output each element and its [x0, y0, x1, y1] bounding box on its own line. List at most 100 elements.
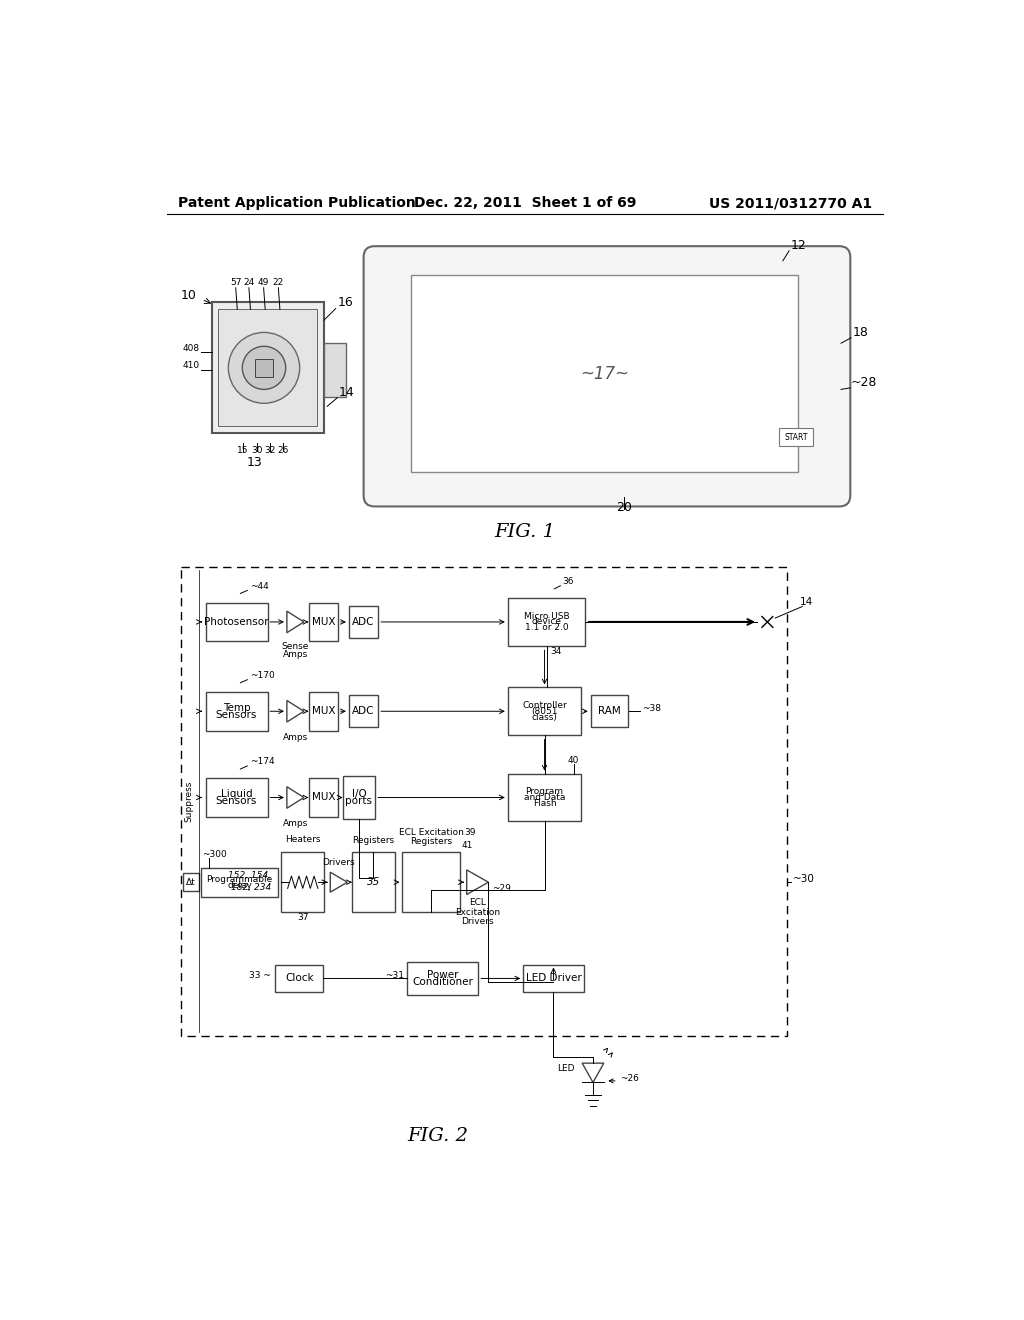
FancyBboxPatch shape: [343, 776, 375, 818]
Text: Drivers: Drivers: [461, 917, 494, 925]
Text: 37: 37: [297, 913, 308, 921]
Text: Drivers: Drivers: [323, 858, 355, 867]
Text: FIG. 1: FIG. 1: [495, 523, 555, 541]
Text: ~28: ~28: [851, 376, 878, 388]
Text: Sensors: Sensors: [216, 796, 257, 805]
FancyBboxPatch shape: [255, 359, 273, 378]
Text: 1.1 or 2.0: 1.1 or 2.0: [524, 623, 568, 632]
Text: Registers: Registers: [411, 837, 453, 846]
Text: 15: 15: [237, 446, 249, 455]
Text: 12: 12: [791, 239, 806, 252]
Text: 33 ~: 33 ~: [249, 972, 270, 981]
Text: ~30: ~30: [793, 874, 815, 884]
Text: 16: 16: [337, 296, 353, 309]
Text: 13: 13: [247, 457, 262, 470]
Text: device: device: [531, 618, 561, 627]
Text: 30: 30: [251, 446, 262, 455]
Text: Amps: Amps: [283, 818, 308, 828]
Text: Amps: Amps: [283, 733, 308, 742]
Text: US 2011/0312770 A1: US 2011/0312770 A1: [709, 197, 872, 210]
Text: Programmable: Programmable: [207, 875, 272, 884]
FancyBboxPatch shape: [206, 779, 267, 817]
Text: MUX: MUX: [311, 792, 335, 803]
Text: 14: 14: [800, 597, 813, 607]
Text: RAM: RAM: [598, 706, 621, 717]
Text: Dec. 22, 2011  Sheet 1 of 69: Dec. 22, 2011 Sheet 1 of 69: [414, 197, 636, 210]
FancyBboxPatch shape: [779, 428, 813, 446]
Text: LED Driver: LED Driver: [525, 973, 582, 983]
FancyBboxPatch shape: [352, 853, 394, 912]
Text: ~170: ~170: [251, 671, 275, 680]
Text: ~29: ~29: [493, 884, 511, 894]
Text: ~31: ~31: [385, 972, 403, 981]
Text: class): class): [531, 713, 557, 722]
Polygon shape: [331, 873, 347, 892]
Circle shape: [243, 346, 286, 389]
Text: 20: 20: [616, 502, 632, 513]
Text: 49: 49: [258, 279, 269, 288]
Text: 24: 24: [244, 279, 255, 288]
Text: 39: 39: [464, 828, 476, 837]
Text: Excitation: Excitation: [455, 908, 500, 916]
Text: 35: 35: [367, 878, 380, 887]
Text: 182, 234: 182, 234: [231, 883, 271, 892]
Text: 40: 40: [568, 756, 580, 764]
Text: and Data: and Data: [524, 793, 565, 803]
FancyBboxPatch shape: [407, 961, 478, 995]
Polygon shape: [287, 611, 304, 632]
FancyBboxPatch shape: [364, 246, 850, 507]
Text: ~38: ~38: [642, 705, 660, 713]
Text: Registers: Registers: [352, 836, 394, 845]
Text: MUX: MUX: [311, 616, 335, 627]
Text: 57: 57: [230, 279, 242, 288]
Text: 18: 18: [853, 326, 868, 338]
FancyBboxPatch shape: [275, 965, 324, 993]
Text: Program: Program: [525, 787, 563, 796]
Text: Sense: Sense: [282, 642, 309, 651]
Text: 36: 36: [562, 577, 573, 586]
FancyBboxPatch shape: [591, 696, 628, 727]
FancyBboxPatch shape: [201, 867, 279, 896]
Text: ADC: ADC: [352, 706, 375, 717]
Polygon shape: [467, 870, 488, 895]
Text: Temp: Temp: [222, 704, 250, 713]
Text: 26: 26: [278, 446, 289, 455]
Text: 32: 32: [264, 446, 275, 455]
Text: Controller: Controller: [522, 701, 567, 710]
FancyBboxPatch shape: [206, 692, 267, 730]
FancyBboxPatch shape: [508, 598, 586, 645]
FancyBboxPatch shape: [183, 873, 199, 891]
Text: 10: 10: [180, 289, 197, 301]
Text: ports: ports: [345, 796, 373, 805]
Text: ECL Excitation: ECL Excitation: [399, 828, 464, 837]
Text: ADC: ADC: [352, 616, 375, 627]
FancyBboxPatch shape: [349, 696, 378, 727]
FancyBboxPatch shape: [308, 779, 338, 817]
Text: delay: delay: [227, 880, 252, 890]
Text: Flash: Flash: [532, 799, 556, 808]
FancyBboxPatch shape: [324, 343, 346, 397]
Circle shape: [228, 333, 300, 404]
FancyBboxPatch shape: [411, 276, 799, 471]
FancyBboxPatch shape: [508, 774, 582, 821]
Text: FIG. 2: FIG. 2: [408, 1127, 469, 1146]
Text: Δt: Δt: [186, 878, 196, 887]
Text: ~300: ~300: [203, 850, 227, 859]
Text: ~174: ~174: [251, 758, 275, 767]
Text: START: START: [784, 433, 808, 442]
Text: (8051: (8051: [531, 706, 558, 715]
FancyBboxPatch shape: [282, 853, 324, 912]
Text: 34: 34: [551, 647, 562, 656]
FancyBboxPatch shape: [308, 603, 338, 642]
Text: Suppress: Suppress: [184, 780, 194, 822]
Polygon shape: [287, 787, 304, 808]
Polygon shape: [583, 1063, 604, 1082]
Text: Power: Power: [427, 970, 459, 981]
FancyBboxPatch shape: [523, 965, 584, 993]
Text: 152, 154,: 152, 154,: [228, 871, 271, 880]
Text: ~26: ~26: [621, 1074, 639, 1082]
FancyBboxPatch shape: [206, 603, 267, 642]
FancyBboxPatch shape: [349, 606, 378, 638]
Polygon shape: [287, 701, 304, 722]
Text: LED: LED: [557, 1064, 574, 1073]
